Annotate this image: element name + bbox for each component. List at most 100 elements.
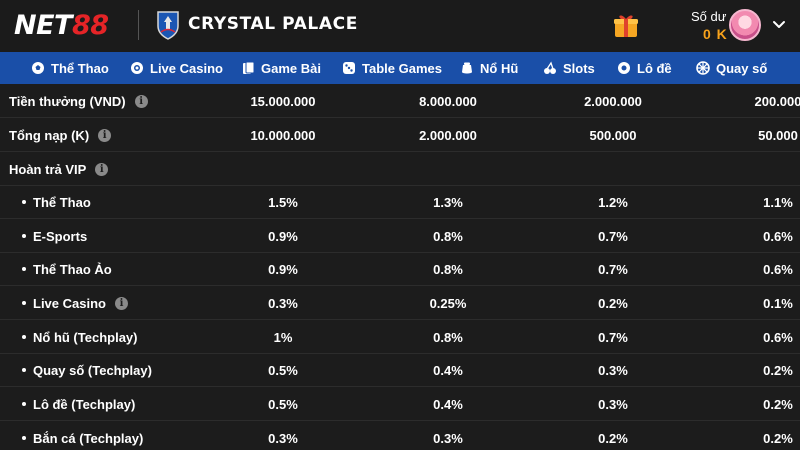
table-cell: 0.6% <box>763 329 793 345</box>
cards-icon <box>243 61 255 74</box>
row-label-text: Quay số (Techplay) <box>33 362 152 378</box>
row-label-text: E-Sports <box>33 228 88 244</box>
lottery-ball-icon <box>618 62 630 74</box>
gift-icon[interactable] <box>612 11 640 39</box>
table-cell: 0.9% <box>268 228 298 244</box>
club-name: CRYSTAL PALACE <box>188 14 358 34</box>
bullet-icon <box>22 436 26 440</box>
table-cell: 15.000.000 <box>250 93 316 109</box>
bullet-icon <box>22 234 26 238</box>
jar-icon <box>462 62 472 74</box>
table-row: E-Sports 0.9% 0.8% 0.7% 0.6% <box>0 219 800 253</box>
info-icon[interactable]: i <box>95 162 109 176</box>
table-cell: 0.5% <box>268 396 298 412</box>
table-cell: 0.2% <box>598 430 628 446</box>
info-icon[interactable]: i <box>114 296 128 310</box>
table-cell: 2.000.000 <box>584 93 642 109</box>
table-cell: 0.9% <box>268 261 298 277</box>
table-cell: 0.8% <box>433 261 463 277</box>
row-label: Thể Thao <box>22 185 91 219</box>
row-label-text: Thể Thao Ảo <box>33 261 112 277</box>
cherry-icon <box>544 61 556 74</box>
table-cell: 0.4% <box>433 396 463 412</box>
table-row: Hoàn trả VIP i <box>0 152 800 186</box>
table-row: Live Casino i 0.3% 0.25% 0.2% 0.1% <box>0 286 800 320</box>
table-cell: 0.8% <box>433 329 463 345</box>
row-label-text: Hoàn trả VIP <box>9 161 87 177</box>
table-cell: 1.5% <box>268 194 298 210</box>
table-row: Thể Thao Ảo 0.9% 0.8% 0.7% 0.6% <box>0 252 800 286</box>
nav-item-label: Table Games <box>362 60 442 76</box>
nav-item-game-bai[interactable]: Game Bài <box>241 52 321 84</box>
table-cell: 0.2% <box>598 295 628 311</box>
bullet-icon <box>22 200 26 204</box>
nav-item-label: Game Bài <box>261 60 321 76</box>
table-cell: 1.2% <box>598 194 628 210</box>
table-row: Thể Thao 1.5% 1.3% 1.2% 1.1% <box>0 185 800 219</box>
crystal-palace-crest-icon[interactable] <box>156 10 180 40</box>
net88-logo[interactable]: NET 88 <box>14 9 109 41</box>
table-row: Bắn cá (Techplay) 0.3% 0.3% 0.2% 0.2% <box>0 421 800 450</box>
nav-item-live-casino[interactable]: Live Casino <box>130 52 223 84</box>
nav-item-label: Live Casino <box>150 60 223 76</box>
main-nav: Thể Thao Live Casino Game Bài Table Game… <box>0 52 800 84</box>
table-cell: 0.7% <box>598 261 628 277</box>
row-label-text: Lô đề (Techplay) <box>33 396 136 412</box>
table-cell: 0.2% <box>763 362 793 378</box>
row-label: Bắn cá (Techplay) <box>22 421 143 450</box>
table-cell: 200.000 <box>754 93 800 109</box>
table-row: Nổ hũ (Techplay) 1% 0.8% 0.7% 0.6% <box>0 320 800 354</box>
table-cell: 8.000.000 <box>419 93 477 109</box>
balance-value: 0 K <box>703 26 728 42</box>
nav-item-quay-so[interactable]: Quay số <box>696 52 767 84</box>
nav-item-table-games[interactable]: Table Games <box>342 52 442 84</box>
row-label: Live Casino i <box>22 286 128 320</box>
row-label-text: Nổ hũ (Techplay) <box>33 329 138 345</box>
table-row: Lô đề (Techplay) 0.5% 0.4% 0.3% 0.2% <box>0 387 800 421</box>
row-label: Quay số (Techplay) <box>22 353 152 387</box>
table-cell: 0.1% <box>763 295 793 311</box>
row-label-text: Thể Thao <box>33 194 91 210</box>
top-header: NET 88 CRYSTAL PALACE Số dư 0 K <box>0 0 800 52</box>
nav-item-slots[interactable]: Slots <box>543 52 595 84</box>
nav-item-label: Nổ Hũ <box>480 60 519 76</box>
avatar[interactable] <box>729 9 761 41</box>
row-label-text: Tiền thưởng (VND) <box>9 93 126 109</box>
table-cell: 0.25% <box>429 295 467 311</box>
chevron-down-icon[interactable] <box>770 16 788 34</box>
row-label: Tiền thưởng (VND) i <box>9 84 148 118</box>
vip-rewards-table: Tiền thưởng (VND) i 15.000.000 8.000.000… <box>0 84 800 450</box>
nav-item-label: Slots <box>563 60 595 76</box>
table-row: Quay số (Techplay) 0.5% 0.4% 0.3% 0.2% <box>0 353 800 387</box>
table-cell: 0.7% <box>598 228 628 244</box>
table-cell: 10.000.000 <box>250 127 316 143</box>
nav-item-the-thao[interactable]: Thể Thao <box>31 52 109 84</box>
bullet-icon <box>22 301 26 305</box>
info-icon[interactable]: i <box>134 94 148 108</box>
row-label-text: Tổng nạp (K) <box>9 127 90 143</box>
row-label-text: Live Casino <box>33 295 106 311</box>
table-cell: 50.000 <box>758 127 798 143</box>
table-cell: 2.000.000 <box>419 127 477 143</box>
table-cell: 0.8% <box>433 228 463 244</box>
dice-icon <box>343 62 355 74</box>
nav-item-label: Thể Thao <box>51 60 109 76</box>
table-cell: 0.2% <box>763 430 793 446</box>
nav-item-lo-de[interactable]: Lô đề <box>617 52 672 84</box>
nav-item-no-hu[interactable]: Nổ Hũ <box>460 52 518 84</box>
table-cell: 0.3% <box>598 396 628 412</box>
bullet-icon <box>22 267 26 271</box>
soccer-ball-icon <box>32 62 44 74</box>
nav-item-label: Lô đề <box>637 60 672 76</box>
table-row: Tiền thưởng (VND) i 15.000.000 8.000.000… <box>0 84 800 118</box>
table-cell: 0.6% <box>763 261 793 277</box>
table-cell: 0.2% <box>763 396 793 412</box>
row-label-text: Bắn cá (Techplay) <box>33 430 144 446</box>
chip-icon <box>131 62 143 74</box>
table-cell: 1% <box>273 329 293 345</box>
table-cell: 0.3% <box>268 295 298 311</box>
info-icon[interactable]: i <box>98 128 112 142</box>
table-cell: 0.3% <box>433 430 463 446</box>
logo-text-net: NET <box>14 9 72 41</box>
table-cell: 1.3% <box>433 194 463 210</box>
